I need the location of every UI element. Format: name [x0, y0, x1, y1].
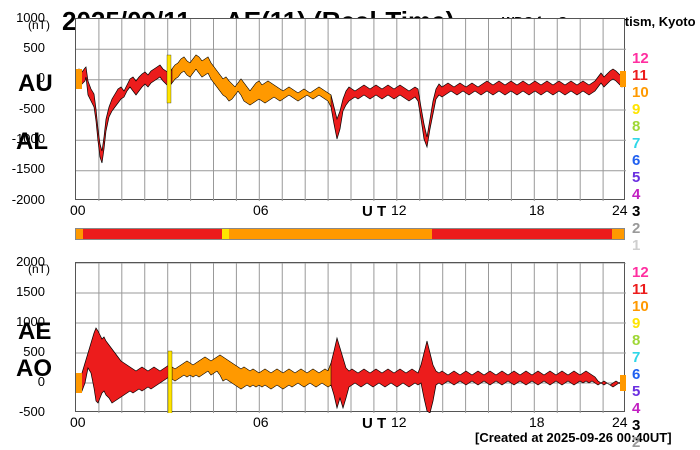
plot-area-au-al — [75, 18, 625, 200]
ae-index-chart-app: 2025/09/11 AE(11) (Real-Time) WDC for Ge… — [0, 0, 700, 450]
colorbar-seg-4 — [432, 229, 613, 239]
au-al-fill-orange-start — [76, 69, 82, 89]
au-al-series-svg — [76, 19, 626, 201]
ae-ao-fill-yellow — [168, 351, 172, 413]
chart-footer: [Created at 2025-09-26 00:40UT] — [475, 430, 672, 445]
ut-axis-label-bottom: U T — [362, 415, 386, 432]
ae-ao-fill-orange — [172, 355, 331, 389]
ae-ao-fill-orange-start — [76, 373, 82, 393]
activity-colorbar — [75, 228, 625, 240]
ae-ao-series-svg — [76, 263, 626, 413]
au-al-fill-orange-end — [620, 71, 626, 87]
ae-ao-fill-orange-end — [620, 375, 626, 391]
plot-area-ae-ao — [75, 262, 625, 412]
colorbar-seg-3 — [229, 229, 432, 239]
ut-axis-label-top: U T — [362, 203, 386, 220]
au-al-fill-orange — [172, 55, 331, 107]
colorbar-seg-1 — [83, 229, 223, 239]
au-al-fill-yellow — [167, 55, 171, 103]
colorbar-seg-5 — [612, 229, 624, 239]
